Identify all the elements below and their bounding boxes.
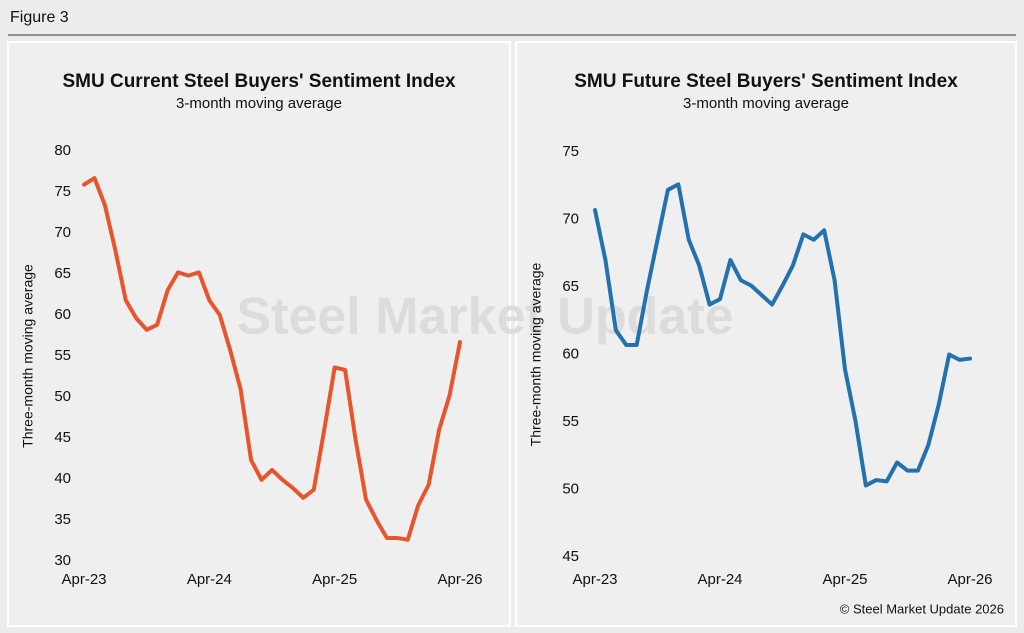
y-tick-label: 30 <box>54 552 71 569</box>
y-tick-label: 45 <box>54 429 71 446</box>
y-tick-label: 65 <box>54 265 71 282</box>
y-tick-label: 55 <box>562 413 579 430</box>
watermark: Steel Market Update <box>236 288 733 346</box>
x-tick-label: Apr-23 <box>572 571 617 588</box>
y-tick-label: 70 <box>54 224 71 241</box>
y-tick-label: 45 <box>562 548 579 565</box>
y-tick-label: 75 <box>562 143 579 160</box>
y-tick-label: 55 <box>54 347 71 364</box>
chart-subtitle: 3-month moving average <box>683 95 849 112</box>
line-series <box>82 176 462 542</box>
y-tick-label: 40 <box>54 470 71 487</box>
figure-label: Figure 3 <box>10 9 69 26</box>
x-tick-label: Apr-24 <box>697 571 742 588</box>
y-axis-label: Three-month moving average <box>20 264 36 448</box>
y-tick-label: 60 <box>54 306 71 323</box>
chart-title: SMU Current Steel Buyers' Sentiment Inde… <box>62 71 455 92</box>
x-tick-label: Apr-25 <box>312 571 357 588</box>
y-tick-label: 65 <box>562 278 579 295</box>
x-tick-label: Apr-26 <box>437 571 482 588</box>
y-tick-label: 75 <box>54 183 71 200</box>
x-tick-label: Apr-24 <box>187 571 232 588</box>
panel <box>7 41 511 627</box>
y-tick-label: 70 <box>562 210 579 227</box>
x-tick-label: Apr-23 <box>61 571 106 588</box>
chart-subtitle: 3-month moving average <box>176 95 342 112</box>
x-tick-label: Apr-26 <box>947 571 992 588</box>
line-series <box>593 182 972 488</box>
chart-title: SMU Future Steel Buyers' Sentiment Index <box>574 71 958 92</box>
y-tick-label: 50 <box>562 480 579 497</box>
copyright: © Steel Market Update 2026 <box>840 601 1004 616</box>
y-tick-label: 50 <box>54 388 71 405</box>
y-axis-label: Three-month moving average <box>528 262 544 446</box>
panel <box>515 41 1017 627</box>
y-tick-label: 35 <box>54 511 71 528</box>
y-tick-label: 60 <box>562 345 579 362</box>
x-tick-label: Apr-25 <box>822 571 867 588</box>
y-tick-label: 80 <box>54 142 71 159</box>
